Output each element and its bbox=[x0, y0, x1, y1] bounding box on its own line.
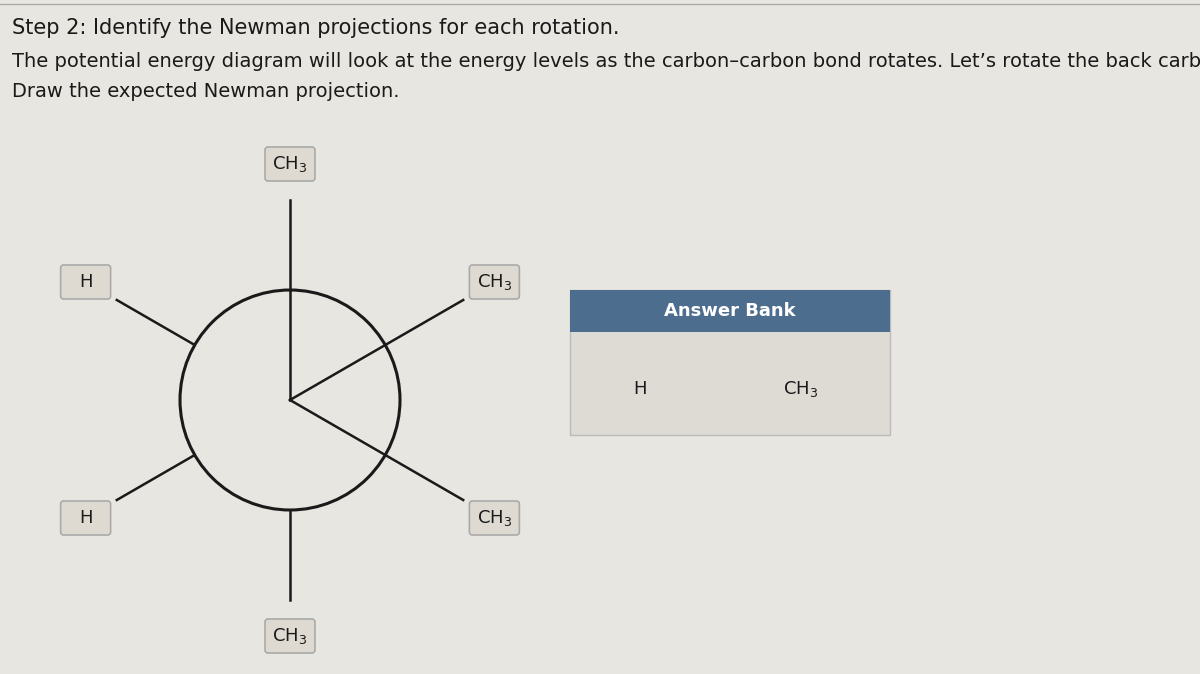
FancyBboxPatch shape bbox=[469, 501, 520, 535]
FancyBboxPatch shape bbox=[265, 619, 314, 653]
Text: CH$_3$: CH$_3$ bbox=[476, 508, 512, 528]
FancyBboxPatch shape bbox=[61, 265, 110, 299]
Bar bbox=[570, 290, 890, 435]
Text: H: H bbox=[79, 509, 92, 527]
FancyBboxPatch shape bbox=[265, 147, 314, 181]
FancyBboxPatch shape bbox=[469, 265, 520, 299]
Text: CH$_3$: CH$_3$ bbox=[272, 626, 307, 646]
Text: H: H bbox=[634, 379, 647, 398]
Text: CH$_3$: CH$_3$ bbox=[272, 154, 307, 174]
Text: The potential energy diagram will look at the energy levels as the carbon–carbon: The potential energy diagram will look a… bbox=[12, 52, 1200, 71]
Text: H: H bbox=[79, 273, 92, 291]
FancyBboxPatch shape bbox=[61, 501, 110, 535]
Text: Answer Bank: Answer Bank bbox=[664, 302, 796, 320]
Text: CH$_3$: CH$_3$ bbox=[782, 379, 818, 398]
Text: Draw the expected Newman projection.: Draw the expected Newman projection. bbox=[12, 82, 400, 101]
Text: Step 2: Identify the Newman projections for each rotation.: Step 2: Identify the Newman projections … bbox=[12, 18, 619, 38]
Circle shape bbox=[180, 290, 400, 510]
FancyBboxPatch shape bbox=[775, 371, 826, 406]
FancyBboxPatch shape bbox=[616, 371, 665, 406]
Text: CH$_3$: CH$_3$ bbox=[476, 272, 512, 292]
Bar bbox=[570, 290, 890, 332]
